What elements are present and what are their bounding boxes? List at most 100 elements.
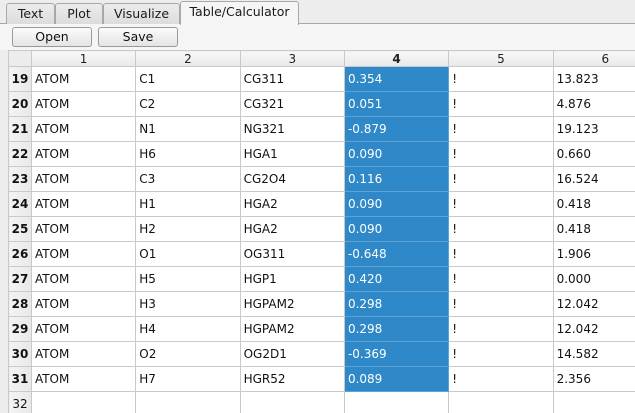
table-cell[interactable]: C1 (135, 66, 241, 92)
table-cell[interactable]: N1 (135, 116, 241, 142)
table-cell[interactable]: H6 (135, 141, 241, 167)
table-cell[interactable]: 0.000 (552, 266, 635, 292)
table-cell[interactable]: ATOM (30, 216, 137, 242)
table-cell[interactable]: O2 (135, 341, 241, 367)
table-cell[interactable]: ATOM (30, 116, 137, 142)
table-cell[interactable] (30, 391, 137, 413)
table-cell[interactable]: ! (448, 91, 554, 117)
table-cell[interactable]: H7 (135, 366, 241, 392)
table-cell[interactable]: O1 (135, 241, 241, 267)
column-header[interactable]: 1 (30, 50, 137, 67)
row-header[interactable]: 30 (8, 341, 32, 367)
table-cell[interactable] (448, 391, 554, 413)
column-header-selected[interactable]: 4 (343, 50, 450, 67)
table-cell[interactable]: 12.042 (552, 316, 635, 342)
table-cell[interactable] (552, 391, 635, 413)
spreadsheet-grid[interactable]: 1 2 3 4 5 6 19 ATOM C1 CG311 0.354! 13.823 20 A… (8, 50, 635, 413)
row-header[interactable]: 29 (8, 316, 32, 342)
table-cell[interactable]: 0.354 (343, 66, 450, 92)
row-header[interactable]: 31 (8, 366, 32, 392)
table-cell[interactable]: ATOM (30, 266, 137, 292)
table-cell[interactable]: H1 (135, 191, 241, 217)
table-cell[interactable]: ! (448, 316, 554, 342)
row-header[interactable]: 20 (8, 91, 32, 117)
table-cell[interactable]: ! (448, 366, 554, 392)
table-cell[interactable]: CG321 (239, 91, 345, 117)
table-cell[interactable]: 0.420 (343, 266, 450, 292)
table-cell[interactable]: CG311 (239, 66, 345, 92)
table-cell[interactable]: 0.418 (552, 216, 635, 242)
tab-visualize[interactable]: Visualize (103, 3, 180, 24)
table-cell[interactable]: 13.823 (552, 66, 635, 92)
table-cell[interactable]: ATOM (30, 166, 137, 192)
table-cell[interactable]: HGP1 (239, 266, 345, 292)
table-cell[interactable]: ATOM (30, 141, 137, 167)
table-cell[interactable] (135, 391, 241, 413)
table-cell[interactable]: ATOM (30, 316, 137, 342)
table-cell[interactable]: ! (448, 266, 554, 292)
tab-plot[interactable]: Plot (55, 3, 103, 24)
table-cell[interactable]: HGR52 (239, 366, 345, 392)
corner-cell[interactable] (8, 50, 32, 67)
tab-table-calculator[interactable]: Table/Calculator (180, 1, 299, 25)
table-cell[interactable]: ! (448, 66, 554, 92)
table-cell[interactable]: ATOM (30, 91, 137, 117)
row-header[interactable]: 32 (8, 391, 32, 413)
row-header[interactable]: 24 (8, 191, 32, 217)
table-cell[interactable]: -0.369 (343, 341, 450, 367)
table-cell[interactable]: H4 (135, 316, 241, 342)
row-header[interactable]: 25 (8, 216, 32, 242)
table-cell[interactable]: 0.090 (343, 191, 450, 217)
table-cell[interactable]: HGA2 (239, 191, 345, 217)
row-header[interactable]: 23 (8, 166, 32, 192)
table-cell[interactable]: ! (448, 341, 554, 367)
table-cell[interactable]: 0.116 (343, 166, 450, 192)
table-cell[interactable]: ATOM (30, 341, 137, 367)
table-cell[interactable]: H3 (135, 291, 241, 317)
table-cell[interactable]: 2.356 (552, 366, 635, 392)
table-cell[interactable]: 0.660 (552, 141, 635, 167)
table-cell[interactable]: -0.879 (343, 116, 450, 142)
table-cell[interactable] (343, 391, 450, 413)
table-cell[interactable]: H2 (135, 216, 241, 242)
table-cell[interactable]: ! (448, 241, 554, 267)
table-cell[interactable]: 0.051 (343, 91, 450, 117)
table-cell[interactable]: 19.123 (552, 116, 635, 142)
table-cell[interactable]: 1.906 (552, 241, 635, 267)
table-cell[interactable]: H5 (135, 266, 241, 292)
table-cell[interactable]: HGPAM2 (239, 316, 345, 342)
table-cell[interactable]: CG2O4 (239, 166, 345, 192)
table-cell[interactable]: 14.582 (552, 341, 635, 367)
table-cell[interactable]: OG311 (239, 241, 345, 267)
table-cell[interactable]: ! (448, 141, 554, 167)
column-header[interactable]: 2 (135, 50, 241, 67)
table-cell[interactable]: ! (448, 191, 554, 217)
table-cell[interactable]: ATOM (30, 291, 137, 317)
table-cell[interactable]: 4.876 (552, 91, 635, 117)
table-cell[interactable]: 0.418 (552, 191, 635, 217)
table-cell[interactable]: ! (448, 291, 554, 317)
table-cell[interactable]: ATOM (30, 66, 137, 92)
table-cell[interactable]: HGA2 (239, 216, 345, 242)
column-header[interactable]: 6 (552, 50, 635, 67)
column-header[interactable]: 3 (239, 50, 345, 67)
table-cell[interactable]: ATOM (30, 366, 137, 392)
row-header[interactable]: 21 (8, 116, 32, 142)
table-cell[interactable]: OG2D1 (239, 341, 345, 367)
tab-text[interactable]: Text (6, 3, 55, 24)
table-cell[interactable]: 0.090 (343, 216, 450, 242)
table-cell[interactable]: 0.090 (343, 141, 450, 167)
column-header[interactable]: 5 (448, 50, 554, 67)
table-cell[interactable]: HGA1 (239, 141, 345, 167)
table-cell[interactable]: NG321 (239, 116, 345, 142)
table-cell[interactable]: ATOM (30, 241, 137, 267)
table-cell[interactable]: 16.524 (552, 166, 635, 192)
row-header[interactable]: 27 (8, 266, 32, 292)
save-button[interactable]: Save (98, 27, 178, 47)
row-header[interactable]: 22 (8, 141, 32, 167)
row-header[interactable]: 28 (8, 291, 32, 317)
table-cell[interactable]: 12.042 (552, 291, 635, 317)
row-header[interactable]: 19 (8, 66, 32, 92)
table-cell[interactable]: 0.298 (343, 291, 450, 317)
table-cell[interactable]: ! (448, 166, 554, 192)
